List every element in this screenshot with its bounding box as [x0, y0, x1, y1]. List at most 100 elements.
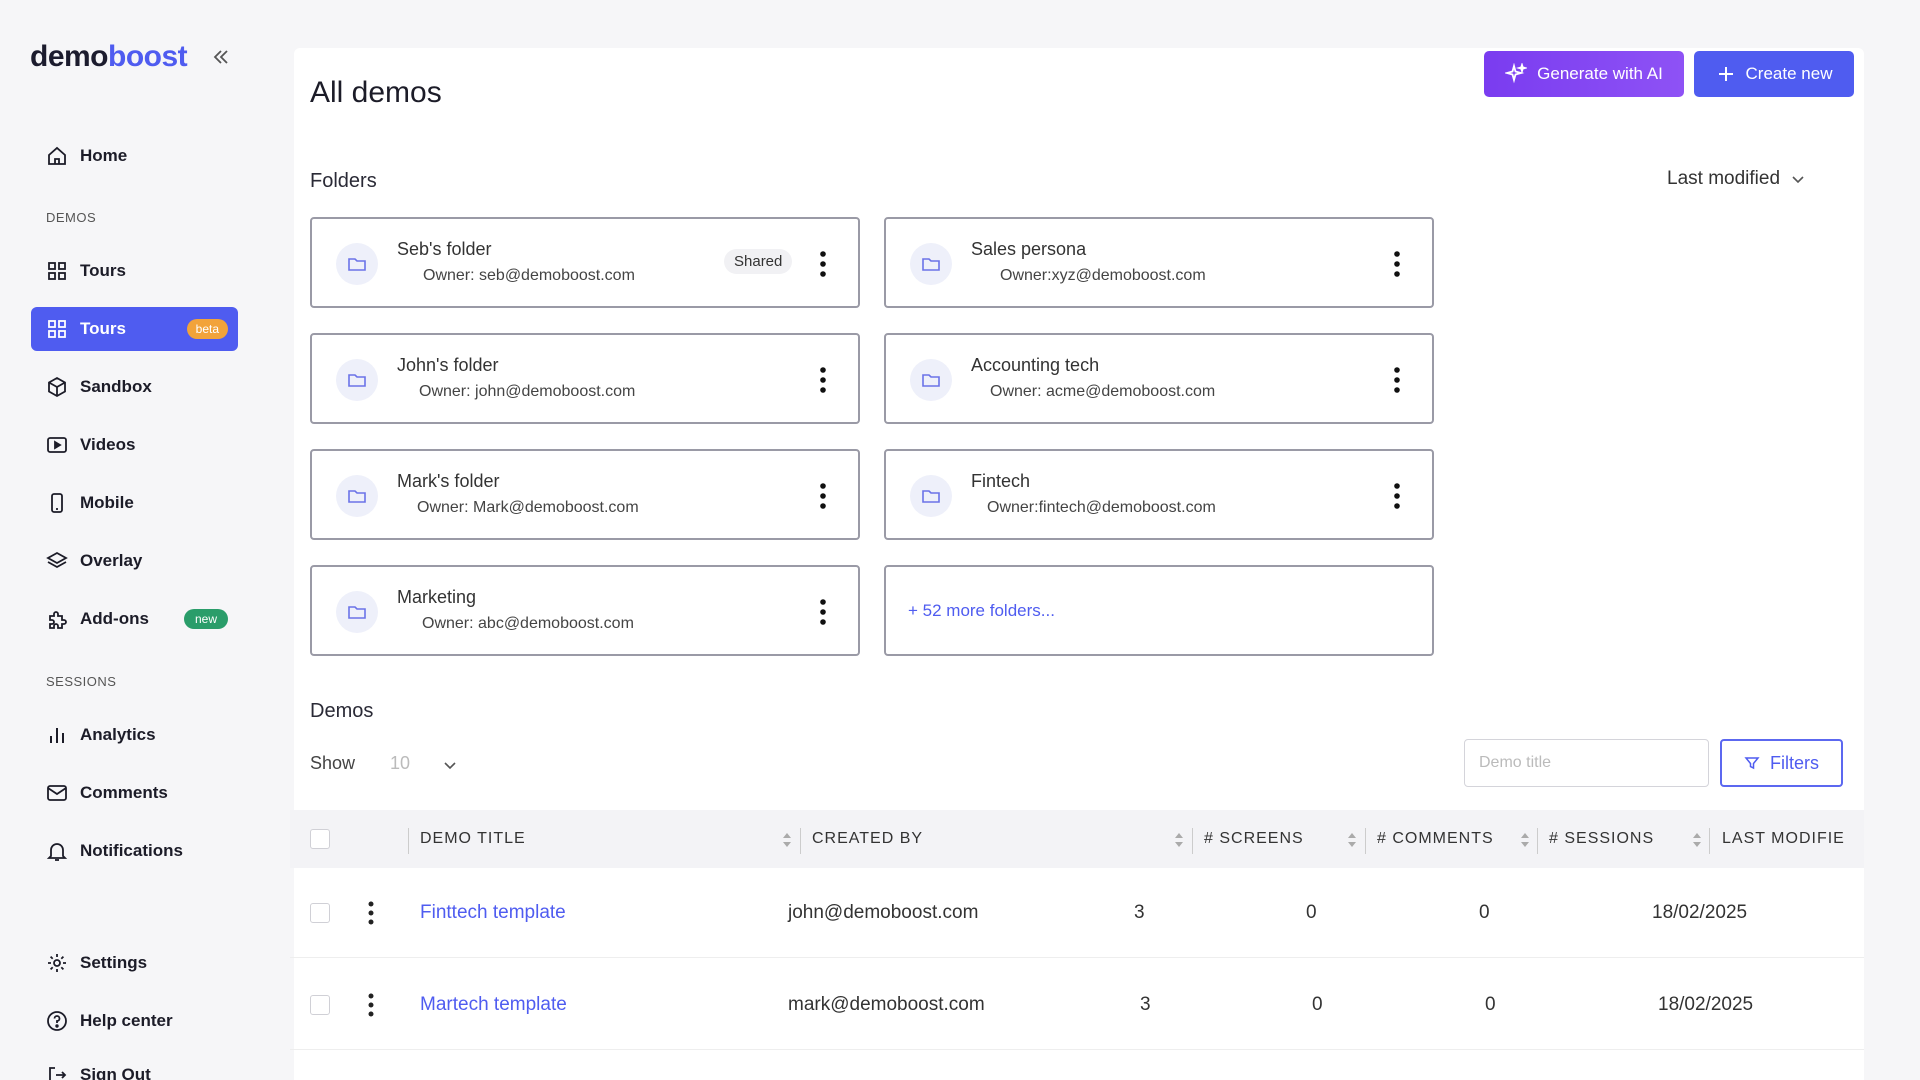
screens-cell: 3: [1134, 902, 1145, 923]
comments-cell: 0: [1306, 902, 1317, 923]
grid-icon: [46, 318, 68, 340]
column-header-screens[interactable]: # SCREENS: [1204, 830, 1304, 847]
sidebar-item-tours[interactable]: Tours: [31, 249, 238, 293]
folder-card[interactable]: Mark's folder Owner: Mark@demoboost.com: [310, 449, 860, 540]
demo-title-link[interactable]: Finttech template: [420, 902, 566, 923]
sidebar-item-mobile[interactable]: Mobile: [31, 481, 238, 525]
sidebar-item-comments[interactable]: Comments: [31, 771, 238, 815]
sidebar-item-sandbox[interactable]: Sandbox: [31, 365, 238, 409]
folder-name: Mark's folder: [397, 471, 500, 491]
sidebar-item-label: Analytics: [80, 725, 156, 744]
sidebar-item-label: Sign Out: [80, 1065, 151, 1080]
sidebar-item-notifications[interactable]: Notifications: [31, 829, 238, 873]
page-size-select[interactable]: 10: [390, 753, 411, 773]
table-header: DEMO TITLE CREATED BY # SCREENS # COMMEN…: [290, 810, 1864, 868]
puzzle-icon: [46, 608, 68, 630]
last-modified-cell: 18/02/2025: [1652, 902, 1748, 923]
main-panel: All demos Generate with AI Create new Fo…: [290, 48, 1864, 1080]
row-checkbox[interactable]: [310, 995, 330, 1015]
sidebar-item-sign-out[interactable]: Sign Out: [31, 1053, 238, 1080]
generate-with-ai-button[interactable]: Generate with AI: [1484, 51, 1684, 97]
sidebar-item-settings[interactable]: Settings: [31, 941, 238, 985]
column-header-demo-title[interactable]: DEMO TITLE: [420, 830, 526, 847]
kebab-menu-icon[interactable]: [818, 597, 828, 627]
filters-label: Filters: [1770, 752, 1819, 773]
create-new-label: Create new: [1745, 64, 1833, 83]
folder-owner: Owner: abc@demoboost.com: [422, 615, 634, 632]
folder-card[interactable]: Accounting tech Owner: acme@demoboost.co…: [884, 333, 1434, 424]
row-kebab-menu-icon[interactable]: [366, 992, 376, 1018]
folder-owner: Owner:fintech@demoboost.com: [987, 499, 1216, 516]
column-header-created-by[interactable]: CREATED BY: [812, 830, 924, 847]
sidebar-item-help-center[interactable]: Help center: [31, 999, 238, 1043]
sign-out-icon: [46, 1064, 68, 1080]
sidebar-item-label: Add-ons: [80, 609, 149, 628]
create-new-button[interactable]: Create new: [1694, 51, 1854, 97]
folder-owner: Owner: seb@demoboost.com: [423, 267, 635, 284]
sort-icon[interactable]: [782, 832, 792, 848]
sidebar-item-label: Settings: [80, 953, 148, 972]
demo-title-link[interactable]: Martech template: [420, 994, 567, 1015]
folder-name: John's folder: [397, 355, 499, 375]
grid-icon: [46, 260, 68, 282]
sidebar-item-add-ons[interactable]: Add-ons new: [31, 597, 238, 641]
sidebar-item-tours-beta[interactable]: Tours beta: [31, 307, 238, 351]
kebab-menu-icon[interactable]: [818, 365, 828, 395]
chevron-down-icon[interactable]: [442, 757, 458, 773]
generate-with-ai-label: Generate with AI: [1537, 64, 1663, 83]
logo[interactable]: demoboost: [30, 40, 188, 74]
column-header-sessions[interactable]: # SESSIONS: [1549, 830, 1655, 847]
column-divider: [1365, 828, 1366, 854]
column-header-last-modified[interactable]: LAST MODIFIE: [1722, 830, 1845, 847]
new-badge: new: [183, 609, 228, 629]
demo-title-search-input[interactable]: [1464, 739, 1709, 787]
row-checkbox[interactable]: [310, 903, 330, 923]
folder-card[interactable]: Sales persona Owner:xyz@demoboost.com: [884, 217, 1434, 308]
sidebar: demoboost Home DEMOS Tours Tours beta Sa…: [0, 0, 272, 1080]
sort-icon[interactable]: [1174, 832, 1184, 848]
folder-card[interactable]: Seb's folder Owner: seb@demoboost.com Sh…: [310, 217, 860, 308]
folder-card[interactable]: Fintech Owner:fintech@demoboost.com: [884, 449, 1434, 540]
created-by-cell: mark@demoboost.com: [788, 994, 985, 1015]
sidebar-item-label: Tours: [80, 319, 126, 338]
sidebar-item-label: Notifications: [80, 841, 183, 860]
sidebar-item-label: Videos: [80, 435, 136, 454]
folder-icon: [910, 475, 952, 517]
logo-text-boost: boost: [108, 40, 188, 73]
kebab-menu-icon[interactable]: [1392, 365, 1402, 395]
more-folders-card[interactable]: + 52 more folders...: [884, 565, 1434, 656]
sort-dropdown[interactable]: Last modified: [1667, 168, 1806, 190]
kebab-menu-icon[interactable]: [818, 481, 828, 511]
sort-icon[interactable]: [1692, 832, 1702, 848]
sort-icon[interactable]: [1520, 832, 1530, 848]
folder-card[interactable]: John's folder Owner: john@demoboost.com: [310, 333, 860, 424]
collapse-sidebar-icon[interactable]: [210, 46, 232, 68]
sidebar-item-analytics[interactable]: Analytics: [31, 713, 238, 757]
kebab-menu-icon[interactable]: [1392, 481, 1402, 511]
row-kebab-menu-icon[interactable]: [366, 900, 376, 926]
folder-icon: [336, 591, 378, 633]
mail-icon: [46, 782, 68, 804]
sidebar-item-label: Home: [80, 146, 128, 165]
shared-badge: Shared: [724, 249, 793, 274]
filters-button[interactable]: Filters: [1720, 739, 1843, 787]
column-header-comments[interactable]: # COMMENTS: [1377, 830, 1494, 847]
home-icon: [46, 145, 68, 167]
sidebar-item-overlay[interactable]: Overlay: [31, 539, 238, 583]
logo-text-demo: demo: [30, 40, 109, 73]
folder-icon: [910, 359, 952, 401]
more-folders-link[interactable]: + 52 more folders...: [908, 601, 1055, 620]
mobile-icon: [46, 492, 68, 514]
kebab-menu-icon[interactable]: [818, 249, 828, 279]
column-divider: [1709, 828, 1710, 854]
sidebar-item-videos[interactable]: Videos: [31, 423, 238, 467]
chevron-down-icon: [1790, 171, 1806, 187]
kebab-menu-icon[interactable]: [1392, 249, 1402, 279]
folder-card[interactable]: Marketing Owner: abc@demoboost.com: [310, 565, 860, 656]
sidebar-item-home[interactable]: Home: [31, 134, 238, 178]
sort-icon[interactable]: [1347, 832, 1357, 848]
column-divider: [408, 828, 409, 854]
page-title: All demos: [310, 76, 442, 109]
select-all-checkbox[interactable]: [310, 829, 330, 849]
cube-icon: [46, 376, 68, 398]
